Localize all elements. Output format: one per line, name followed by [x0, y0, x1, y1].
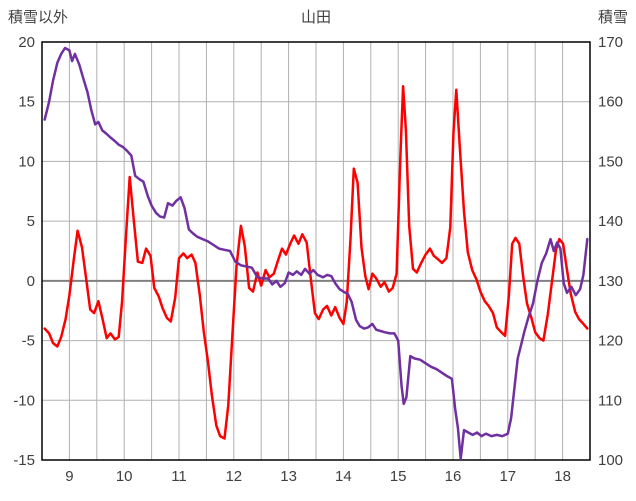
- left-axis-tick-label: -15: [13, 452, 35, 469]
- x-axis-tick-label: 10: [116, 468, 133, 485]
- left-axis-tick-label: 20: [18, 34, 35, 51]
- x-axis-tick-label: 16: [445, 468, 462, 485]
- x-axis-tick-label: 15: [390, 468, 407, 485]
- left-axis-tick-label: 15: [18, 94, 35, 111]
- x-axis-tick-label: 11: [171, 468, 187, 485]
- red-left-axis-series-line: [43, 84, 589, 440]
- left-axis-tick-label: -10: [13, 392, 35, 409]
- right-axis-tick-label: 100: [598, 452, 623, 469]
- left-axis-title: 積雪以外: [8, 9, 69, 26]
- left-axis-tick-label: 0: [27, 273, 35, 290]
- left-axis-tick-label: -5: [22, 333, 35, 350]
- right-axis-tick-label: 150: [598, 153, 623, 170]
- x-axis-tick-label: 13: [280, 468, 297, 485]
- right-axis-tick-label: 110: [598, 392, 622, 409]
- right-axis-tick-label: 140: [598, 213, 623, 230]
- chart-title: 山田: [300, 9, 331, 26]
- x-axis-tick-label: 17: [499, 468, 516, 485]
- right-axis-tick-label: 170: [598, 34, 623, 51]
- right-axis-tick-label: 160: [598, 94, 623, 111]
- plot-border: [41, 41, 591, 461]
- x-axis-tick-label: 12: [225, 468, 242, 485]
- x-axis-tick-label: 18: [554, 468, 571, 485]
- right-axis-title: 積雪: [597, 9, 628, 26]
- right-axis-tick-label: 130: [598, 273, 623, 290]
- left-axis-tick-label: 5: [27, 213, 35, 230]
- purple-right-axis-series-line: [43, 46, 589, 461]
- left-axis-tick-label: 10: [18, 153, 35, 170]
- x-axis-tick-label: 14: [335, 468, 352, 485]
- x-axis-tick-label: 9: [65, 468, 73, 485]
- right-axis-tick-label: 120: [598, 333, 623, 350]
